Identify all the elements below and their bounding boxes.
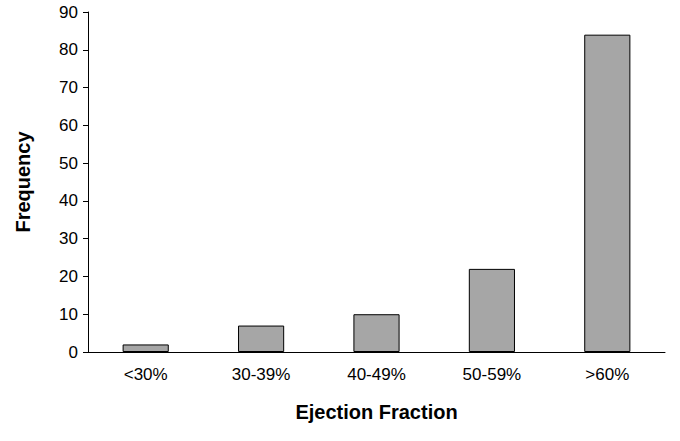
svg-text:80: 80 — [59, 40, 78, 59]
svg-text:70: 70 — [59, 78, 78, 97]
svg-text:Ejection Fraction: Ejection Fraction — [295, 401, 457, 423]
svg-text:30: 30 — [59, 229, 78, 248]
svg-text:0: 0 — [69, 343, 78, 362]
svg-text:20: 20 — [59, 267, 78, 286]
svg-text:10: 10 — [59, 305, 78, 324]
svg-text:50: 50 — [59, 154, 78, 173]
svg-text:<30%: <30% — [124, 365, 168, 384]
svg-text:>60%: >60% — [585, 365, 629, 384]
svg-text:90: 90 — [59, 3, 78, 22]
svg-text:60: 60 — [59, 116, 78, 135]
svg-text:Frequency: Frequency — [12, 131, 34, 233]
svg-text:40-49%: 40-49% — [347, 365, 406, 384]
svg-text:30-39%: 30-39% — [232, 365, 291, 384]
svg-text:40: 40 — [59, 191, 78, 210]
svg-text:50-59%: 50-59% — [463, 365, 522, 384]
